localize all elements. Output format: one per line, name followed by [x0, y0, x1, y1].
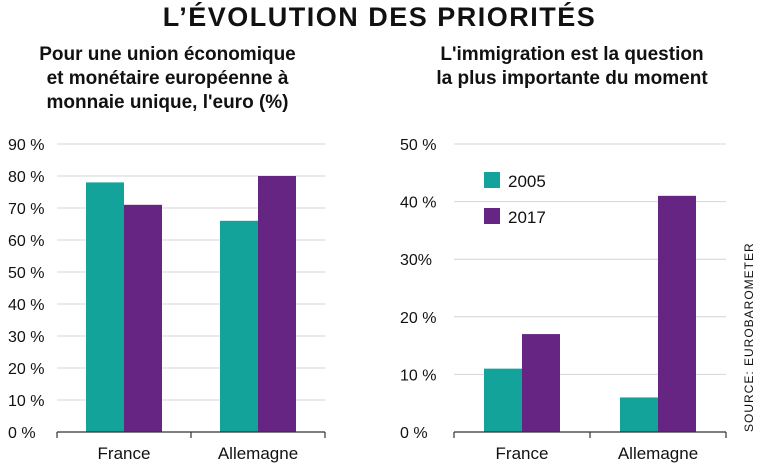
left-category-label-allemagne: Allemagne	[218, 444, 298, 463]
left-ytick-label-10: 10 %	[8, 393, 44, 410]
right-bar-france-series2	[522, 334, 560, 432]
right-ytick-label-40: 40 %	[400, 195, 436, 212]
left-title-line-1: Pour une union économique	[39, 44, 296, 65]
right-ytick-label-0: 0 %	[400, 425, 428, 442]
right-ytick-label-20: 20 %	[400, 310, 436, 327]
left-ytick-label-30: 30 %	[8, 329, 44, 346]
left-ytick-label-70: 70 %	[8, 201, 44, 218]
right-title-line-1: L'immigration est la question	[440, 44, 704, 65]
left-bar-france-series1	[86, 182, 124, 432]
right-bar-allemagne-series1	[620, 397, 658, 432]
right-legend-label-2017: 2017	[508, 208, 546, 227]
left-ytick-label-40: 40 %	[8, 297, 44, 314]
right-category-label-allemagne: Allemagne	[618, 444, 698, 463]
right-bar-allemagne-series2	[658, 195, 696, 432]
right-category-label-france: France	[496, 444, 549, 463]
right-legend-label-2005: 2005	[508, 172, 546, 191]
right-ytick-label-50: 50 %	[400, 137, 436, 154]
right-ytick-label-10: 10 %	[400, 367, 436, 384]
left-title-line-2: et monétaire européenne à	[46, 68, 289, 89]
right-chart-title: L'immigration est la question la plus im…	[392, 43, 752, 91]
left-ytick-label-50: 50 %	[8, 265, 44, 282]
left-ytick-label-60: 60 %	[8, 233, 44, 250]
left-ytick-label-0: 0 %	[8, 425, 36, 442]
left-title-line-3: monnaie unique, l'euro (%)	[46, 92, 289, 113]
left-bar-allemagne-series2	[258, 176, 296, 432]
main-title: L’ÉVOLUTION DES PRIORITÉS	[162, 2, 597, 32]
left-ytick-label-20: 20 %	[8, 361, 44, 378]
right-legend-swatch-2017	[484, 208, 500, 224]
left-chart-title: Pour une union économique et monétaire e…	[0, 43, 335, 115]
left-bar-allemagne-series1	[220, 220, 258, 432]
right-bar-france-series1	[484, 368, 522, 432]
left-ytick-label-90: 90 %	[8, 137, 44, 154]
left-ytick-label-80: 80 %	[8, 169, 44, 186]
right-ytick-label-30: 30%	[400, 252, 432, 269]
right-title-line-2: la plus importante du moment	[436, 68, 708, 89]
right-legend-swatch-2005	[484, 172, 500, 188]
source-label: SOURCE: EUROBAROMETER	[742, 242, 756, 432]
left-bar-france-series2	[124, 204, 162, 432]
left-category-label-france: France	[98, 444, 151, 463]
